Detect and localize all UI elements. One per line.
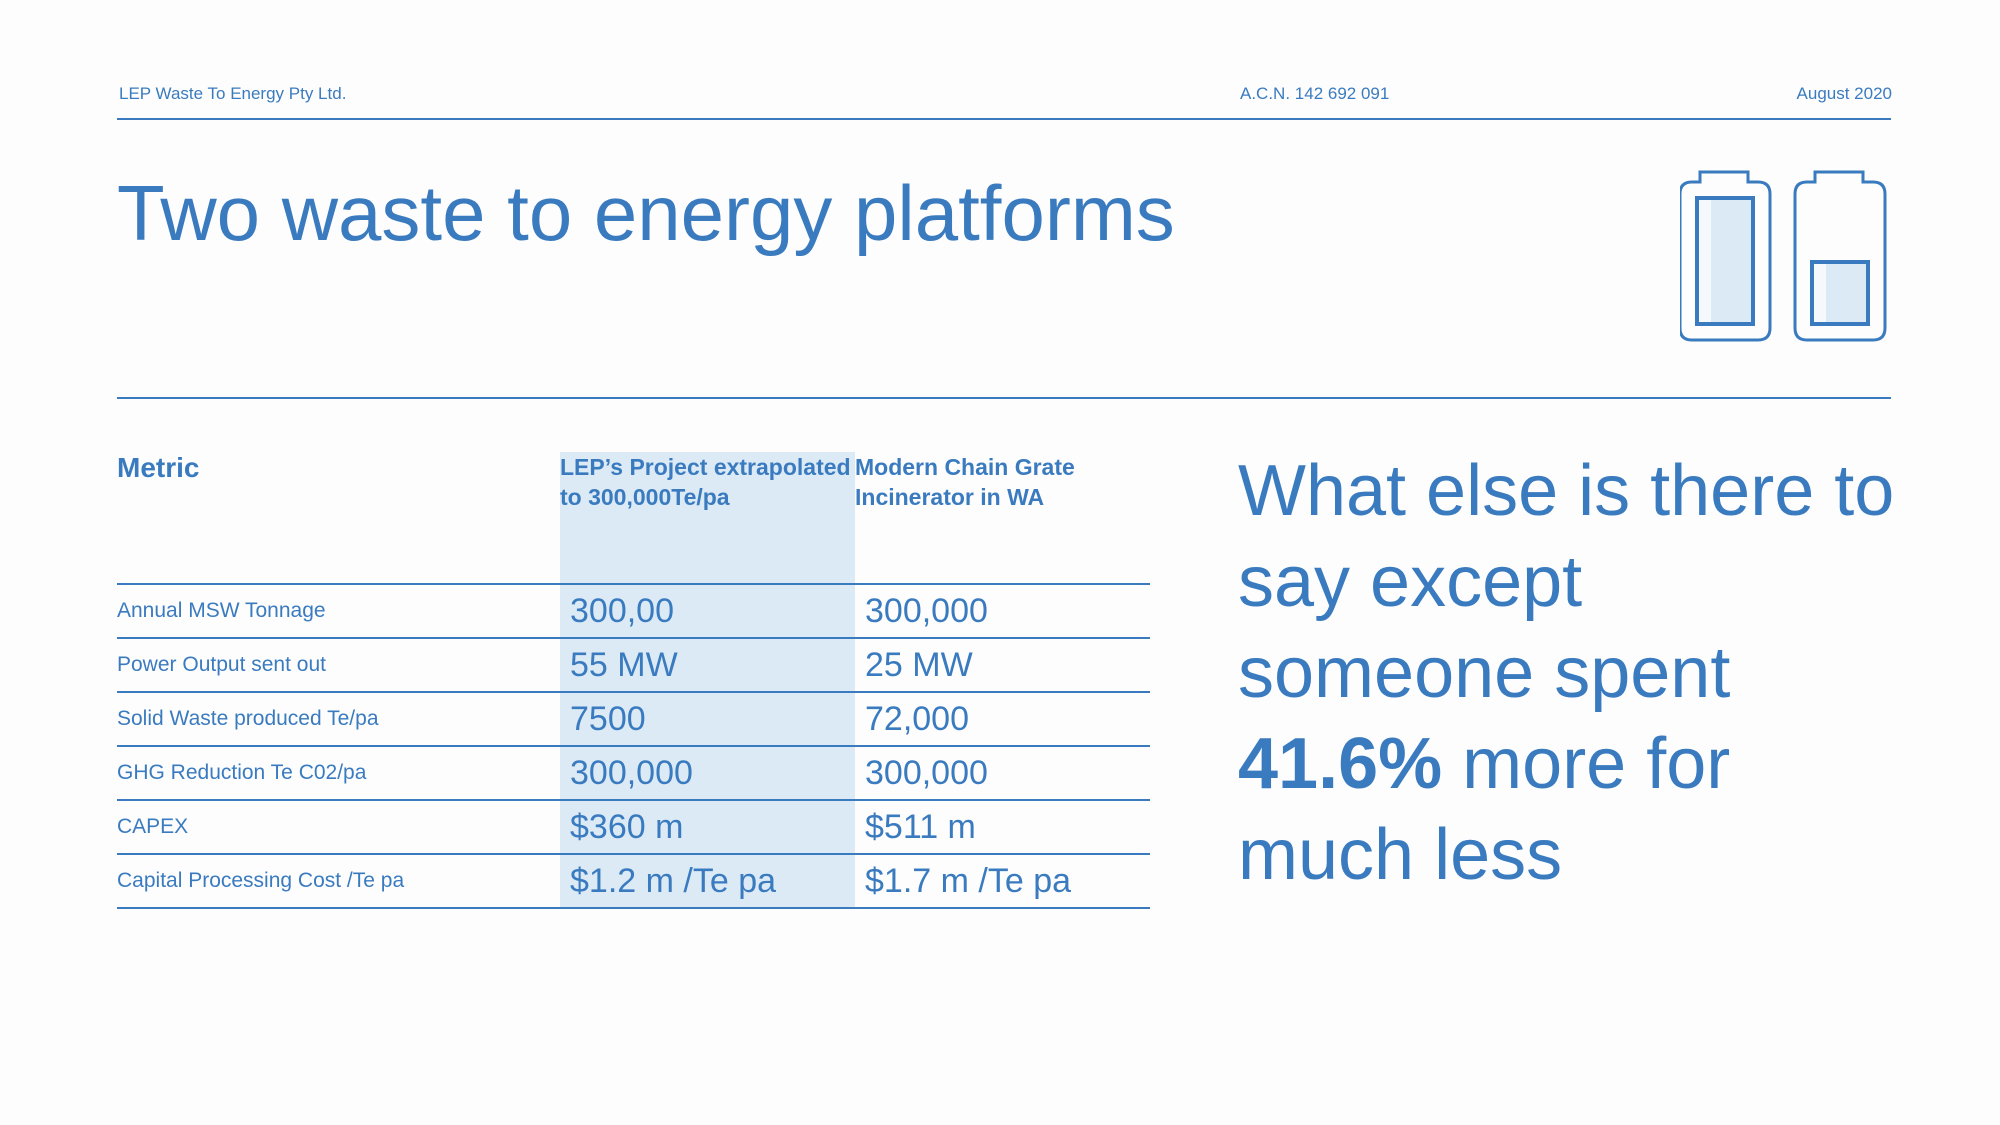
table-header-row: Metric LEP’s Project extrapolated to 300… — [117, 452, 1150, 585]
battery-icons — [1678, 168, 1892, 349]
row-label: CAPEX — [117, 800, 560, 855]
wa-value: 300,000 — [855, 746, 1150, 801]
wa-value: 25 MW — [855, 638, 1150, 693]
company-name: LEP Waste To Energy Pty Ltd. — [119, 84, 347, 103]
lep-value: 7500 — [560, 692, 855, 747]
lep-value: 55 MW — [560, 638, 855, 693]
row-label: Power Output sent out — [117, 638, 560, 693]
battery-full-icon — [1678, 170, 1887, 342]
header-divider — [117, 118, 1891, 120]
column-header-wa: Modern Chain Grate Incinerator in WA — [855, 452, 1150, 585]
lep-value: $360 m — [560, 800, 855, 855]
wa-value: $1.7 m /Te pa — [855, 854, 1150, 909]
wa-value: 72,000 — [855, 692, 1150, 747]
row-label: Annual MSW Tonnage — [117, 584, 560, 639]
quote-text-start: What else is there to say except someone… — [1238, 451, 1895, 713]
row-label: GHG Reduction Te C02/pa — [117, 746, 560, 801]
page-title: Two waste to energy platforms — [117, 169, 1175, 257]
acn-number: A.C.N. 142 692 091 — [1240, 84, 1390, 103]
table-row: Power Output sent out 55 MW 25 MW — [117, 638, 1150, 693]
lep-value: 300,00 — [560, 584, 855, 639]
table-row: Annual MSW Tonnage 300,00 300,000 — [117, 584, 1150, 639]
row-label: Capital Processing Cost /Te pa — [117, 854, 560, 909]
quote-text-end: more for much less — [1238, 724, 1731, 895]
table-row: GHG Reduction Te C02/pa 300,000 300,000 — [117, 746, 1150, 801]
table-row: CAPEX $360 m $511 m — [117, 800, 1150, 855]
wa-value: 300,000 — [855, 584, 1150, 639]
row-label: Solid Waste produced Te/pa — [117, 692, 560, 747]
lep-value: 300,000 — [560, 746, 855, 801]
table-row: Capital Processing Cost /Te pa $1.2 m /T… — [117, 854, 1150, 909]
quote-highlight-percent: 41.6% — [1238, 724, 1443, 804]
column-header-metric: Metric — [117, 452, 560, 585]
callout-quote: What else is there to say except someone… — [1238, 446, 1898, 901]
column-header-lep: LEP’s Project extrapolated to 300,000Te/… — [560, 452, 855, 585]
wa-value: $511 m — [855, 800, 1150, 855]
document-date: August 2020 — [1796, 84, 1892, 103]
comparison-table: Metric LEP’s Project extrapolated to 300… — [117, 452, 1150, 909]
lep-value: $1.2 m /Te pa — [560, 854, 855, 909]
title-divider — [117, 397, 1891, 399]
table-row: Solid Waste produced Te/pa 7500 72,000 — [117, 692, 1150, 747]
